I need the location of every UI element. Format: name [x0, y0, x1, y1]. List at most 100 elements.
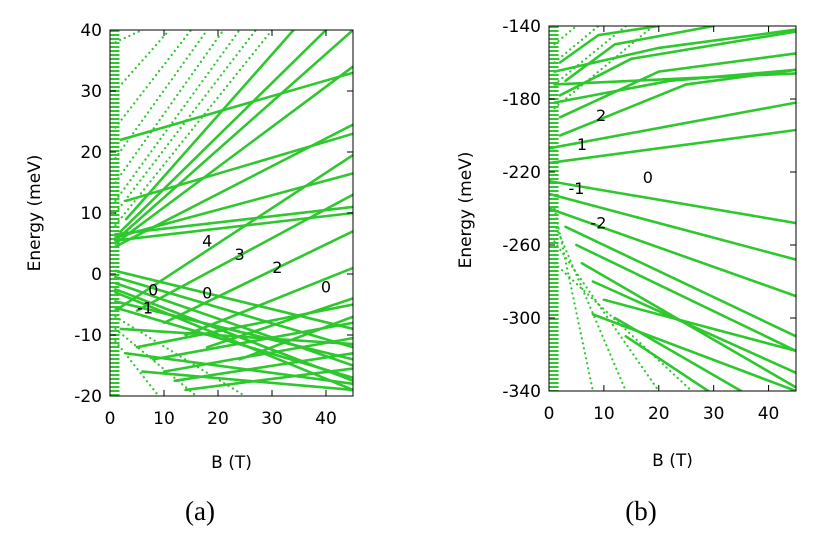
x-tick-label: 0	[544, 404, 555, 424]
level-index-label: 1	[577, 135, 587, 154]
dotted-level-0	[553, 26, 578, 46]
level-index-label: 4	[202, 232, 212, 251]
y-tick-label: -220	[502, 163, 541, 183]
level-line-22	[114, 306, 353, 379]
level-line-16	[564, 26, 715, 83]
level-index-label: 2	[596, 106, 606, 125]
y-tick-label: 40	[80, 21, 102, 41]
dotted-level-1	[553, 26, 600, 64]
level-index-label: -1	[137, 299, 153, 318]
x-tick-label: 10	[153, 409, 175, 429]
level-line-8	[119, 71, 353, 142]
x-tick-label: 20	[648, 404, 670, 424]
dotted-level-2	[114, 30, 193, 129]
dotted-level-6	[553, 240, 660, 391]
y-tick-label: 0	[91, 265, 102, 285]
y-tick-label: -10	[74, 326, 102, 346]
dotted-level-1	[114, 30, 171, 93]
level-line-1	[114, 65, 353, 245]
level-line-14	[558, 52, 796, 119]
level-line-17	[558, 26, 661, 64]
dotted-level-8	[114, 327, 198, 396]
level-line-8	[591, 280, 796, 375]
y-tick-label: -20	[74, 387, 102, 407]
panel-caption: (a)	[185, 496, 215, 526]
y-tick-label: -180	[502, 90, 541, 110]
panel-b: 0 10 20 30 40-340-300-260-220-180-140210-1-2…	[456, 17, 797, 526]
y-tick-label: -340	[502, 382, 541, 402]
dotted-level-2	[553, 26, 627, 86]
y-axis-label: Energy (meV)	[25, 155, 45, 272]
level-line-4	[124, 30, 295, 221]
dotted-level-4	[553, 207, 594, 391]
x-tick-label: 30	[261, 409, 283, 429]
level-line-12	[162, 230, 353, 325]
y-tick-label: -300	[502, 309, 541, 329]
y-tick-label: 30	[80, 82, 102, 102]
x-axis-label: B (T)	[211, 453, 252, 473]
level-line-18	[114, 281, 353, 367]
level-line-2	[549, 179, 796, 225]
level-index-label: 2	[272, 258, 282, 277]
level-line-4	[549, 207, 796, 298]
level-index-label: -1	[568, 179, 584, 198]
level-line-21	[114, 300, 353, 361]
level-line-6	[575, 243, 796, 353]
y-tick-label: 10	[80, 204, 102, 224]
y-tick-label: -260	[502, 236, 541, 256]
level-line-23	[135, 303, 353, 349]
level-index-label: 0	[643, 168, 653, 187]
level-line-17	[114, 275, 353, 349]
dotted-level-4	[114, 30, 225, 184]
level-line-25	[162, 336, 353, 373]
level-line-3	[549, 192, 796, 261]
x-tick-label: 40	[758, 404, 780, 424]
x-tick-label: 10	[593, 404, 615, 424]
level-line-27	[184, 367, 353, 392]
level-line-7	[114, 211, 353, 242]
low-field-band	[549, 26, 559, 391]
level-line-9	[602, 298, 796, 353]
dotted-level-10	[114, 340, 160, 396]
level-line-10	[591, 313, 796, 391]
dotted-level-7	[114, 30, 274, 227]
level-line-6	[114, 205, 353, 236]
level-line-18	[553, 28, 796, 73]
level-line-1	[549, 128, 796, 165]
level-line-30	[119, 327, 353, 346]
level-line-11	[135, 193, 353, 312]
level-line-29	[124, 352, 353, 386]
dotted-level-0	[114, 30, 144, 44]
level-index-label: 0	[202, 283, 212, 302]
level-line-20	[553, 68, 796, 104]
level-line-28	[141, 370, 353, 392]
x-tick-label: 40	[315, 409, 337, 429]
level-line-0	[549, 101, 796, 150]
level-line-5	[564, 225, 796, 338]
x-tick-label: 20	[207, 409, 229, 429]
level-line-12	[624, 335, 710, 391]
dotted-level-5	[553, 222, 627, 391]
plot-area	[549, 26, 796, 391]
level-line-3	[119, 30, 328, 233]
x-tick-label: 30	[703, 404, 725, 424]
panel-caption: (b)	[625, 496, 656, 526]
level-line-13	[184, 266, 353, 337]
y-tick-label: -140	[502, 17, 541, 37]
dotted-level-7	[553, 262, 693, 391]
dotted-level-5	[114, 30, 241, 202]
level-index-label: 0	[321, 277, 331, 296]
level-line-16	[114, 269, 353, 331]
plot-frame	[548, 25, 797, 392]
level-index-label: 0	[148, 280, 158, 299]
level-line-5	[114, 172, 353, 239]
y-tick-label: 20	[80, 143, 102, 163]
x-axis-label: B (T)	[652, 451, 693, 471]
level-line-2	[114, 30, 353, 242]
level-index-label: 3	[235, 245, 245, 264]
y-axis-label: Energy (meV)	[456, 152, 476, 269]
plot-area	[110, 30, 353, 396]
level-line-9	[124, 132, 353, 203]
